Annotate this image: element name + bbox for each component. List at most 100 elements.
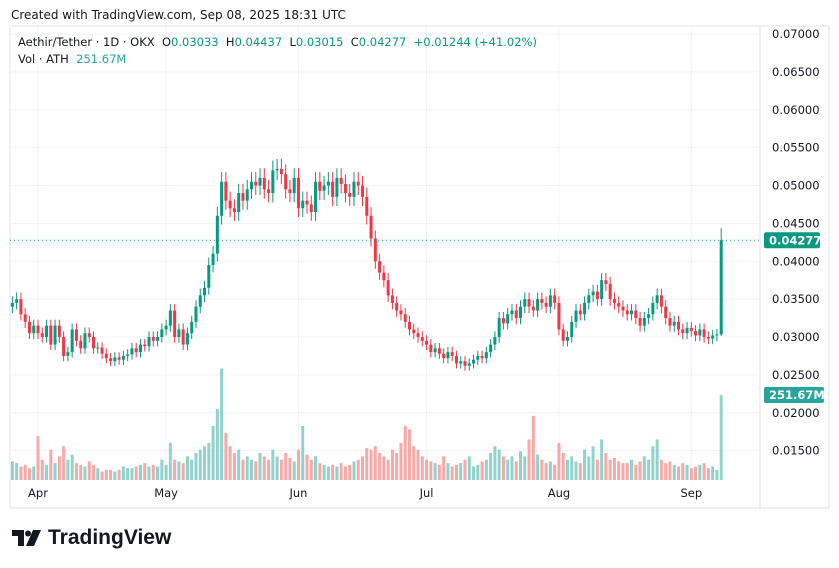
candle-body [510,310,514,315]
open-value: 0.03033 [171,35,219,49]
candle-body [79,340,83,349]
volume-bar [104,469,108,480]
volume-bar [301,425,305,480]
candle-body [450,352,454,356]
volume-bar [715,469,719,480]
symbol-name: Aethir/Tether · 1D · OKX [18,35,155,49]
volume-bar [339,463,343,480]
volume-bar [126,468,130,480]
candle-body [587,295,591,303]
volume-bar [309,459,313,480]
candle-body [104,353,108,359]
logo-text: TradingView [48,526,172,549]
high-value: 0.04437 [234,35,283,49]
candle-body [476,355,480,360]
volume-bar [591,446,595,480]
volume-bar [578,463,582,480]
x-tick-label: Jun [288,486,307,500]
candle-body [70,329,74,353]
volume-bar [361,456,365,480]
candle-body [96,347,100,349]
volume-bar [173,459,177,480]
candle-body [634,310,638,319]
volume-bar [53,463,57,480]
volume-bar [245,456,249,480]
volume-bar [476,464,480,480]
volume-label: Vol · ATH [18,52,69,66]
volume-bar [612,458,616,480]
low-value: 0.03015 [295,35,344,49]
candle-body [314,181,318,213]
volume-bar [600,439,604,480]
volume-bar [617,461,621,480]
close-value: 0.04277 [358,35,407,49]
volume-bar [514,461,518,480]
candle-body [442,353,446,359]
candle-body [194,306,198,322]
y-tick-label: 0.06500 [772,65,820,79]
volume-bar [540,459,544,480]
volume-bar [343,466,347,480]
volume-bar [228,446,232,480]
candle-body [608,283,612,300]
volume-bar [484,459,488,480]
volume-bar [237,449,241,480]
candle-body [156,337,160,341]
volume-bar [83,466,87,480]
candle-body [207,265,211,288]
candle-body [322,185,326,191]
volume-bar [190,459,194,480]
symbol-legend: Aethir/Tether · 1D · OKX O0.03033 H0.044… [18,34,537,68]
candle-body [100,347,104,354]
candle-body [685,327,689,334]
volume-bar [348,464,352,480]
volume-bar [519,451,523,480]
volume-bar [79,464,83,480]
volume-bar [284,452,288,480]
candle-body [600,280,604,300]
candle-body [719,240,723,335]
candle-body [711,335,715,339]
volume-bar [100,471,104,480]
y-tick-label: 0.02000 [772,406,820,420]
volume-bar [121,466,125,480]
volume-bar [442,456,446,480]
candle-body [224,181,228,201]
candle-body [275,168,279,171]
candle-body [296,177,300,209]
candle-body [45,325,49,337]
volume-bar [450,466,454,480]
tradingview-logo: TradingView [12,526,171,550]
last-price-tag [764,232,820,249]
candle-body [412,329,416,334]
candle-body [130,348,134,355]
volume-bar [160,459,164,480]
candle-body [595,291,599,300]
candle-body [382,272,386,281]
candle-body [454,355,458,364]
volume-bar [668,461,672,480]
candle-body [32,325,36,334]
candle-body [134,348,138,353]
volume-bar [177,461,181,480]
candle-body [147,337,151,347]
volume-bar [109,469,113,480]
candle-body [437,348,441,354]
candle-body [390,295,394,303]
volume-bar [62,446,66,480]
candle-body [672,321,676,326]
volume-bar [531,415,535,480]
volume-bar [27,468,31,480]
volume-bar [420,456,424,480]
candle-body [271,170,275,194]
volume-bar [254,461,258,480]
y-tick-label: 0.04500 [772,216,820,230]
volume-bar [19,466,23,480]
candle-body [659,295,663,307]
volume-bar [527,439,531,480]
volume-bar [49,449,53,480]
candle-body [519,306,523,319]
candle-body [126,354,130,356]
volume-bar [373,446,377,480]
